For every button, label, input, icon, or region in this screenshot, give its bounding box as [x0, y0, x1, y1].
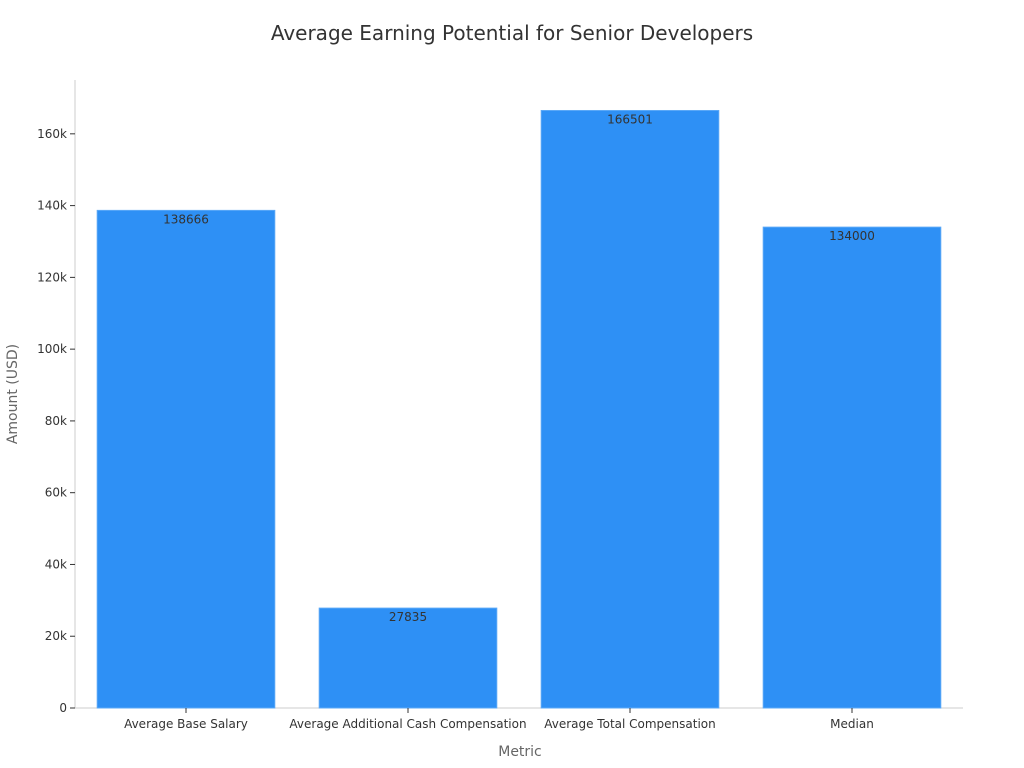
bar — [318, 607, 498, 709]
data-label: 138666 — [163, 212, 209, 226]
bar — [762, 226, 942, 709]
bar — [96, 209, 276, 709]
chart-title: Average Earning Potential for Senior Dev… — [271, 21, 753, 45]
y-tick-label: 160k — [37, 127, 67, 141]
x-tick-label: Average Additional Cash Compensation — [289, 717, 526, 731]
x-tick-label: Average Total Compensation — [544, 717, 716, 731]
y-tick-label: 140k — [37, 199, 67, 213]
y-tick-label: 20k — [45, 629, 67, 643]
y-tick-label: 80k — [45, 414, 67, 428]
y-tick-label: 100k — [37, 342, 67, 356]
data-label: 166501 — [607, 112, 653, 126]
data-label: 134000 — [829, 229, 875, 243]
y-tick-label: 40k — [45, 557, 67, 571]
plot-area: 0 20k 40k 60k 80k 100k 120k 140k 160k Average Bas… — [37, 80, 963, 731]
y-tick-label: 0 — [59, 701, 67, 715]
y-tick-label: 120k — [37, 270, 67, 284]
bar — [540, 109, 720, 709]
y-axis-title: Amount (USD) — [5, 344, 21, 444]
y-tick-label: 60k — [45, 486, 67, 500]
data-label: 27835 — [389, 610, 427, 624]
x-axis-title: Metric — [498, 744, 542, 760]
x-tick-label: Average Base Salary — [124, 717, 248, 731]
x-tick-label: Median — [830, 717, 874, 731]
